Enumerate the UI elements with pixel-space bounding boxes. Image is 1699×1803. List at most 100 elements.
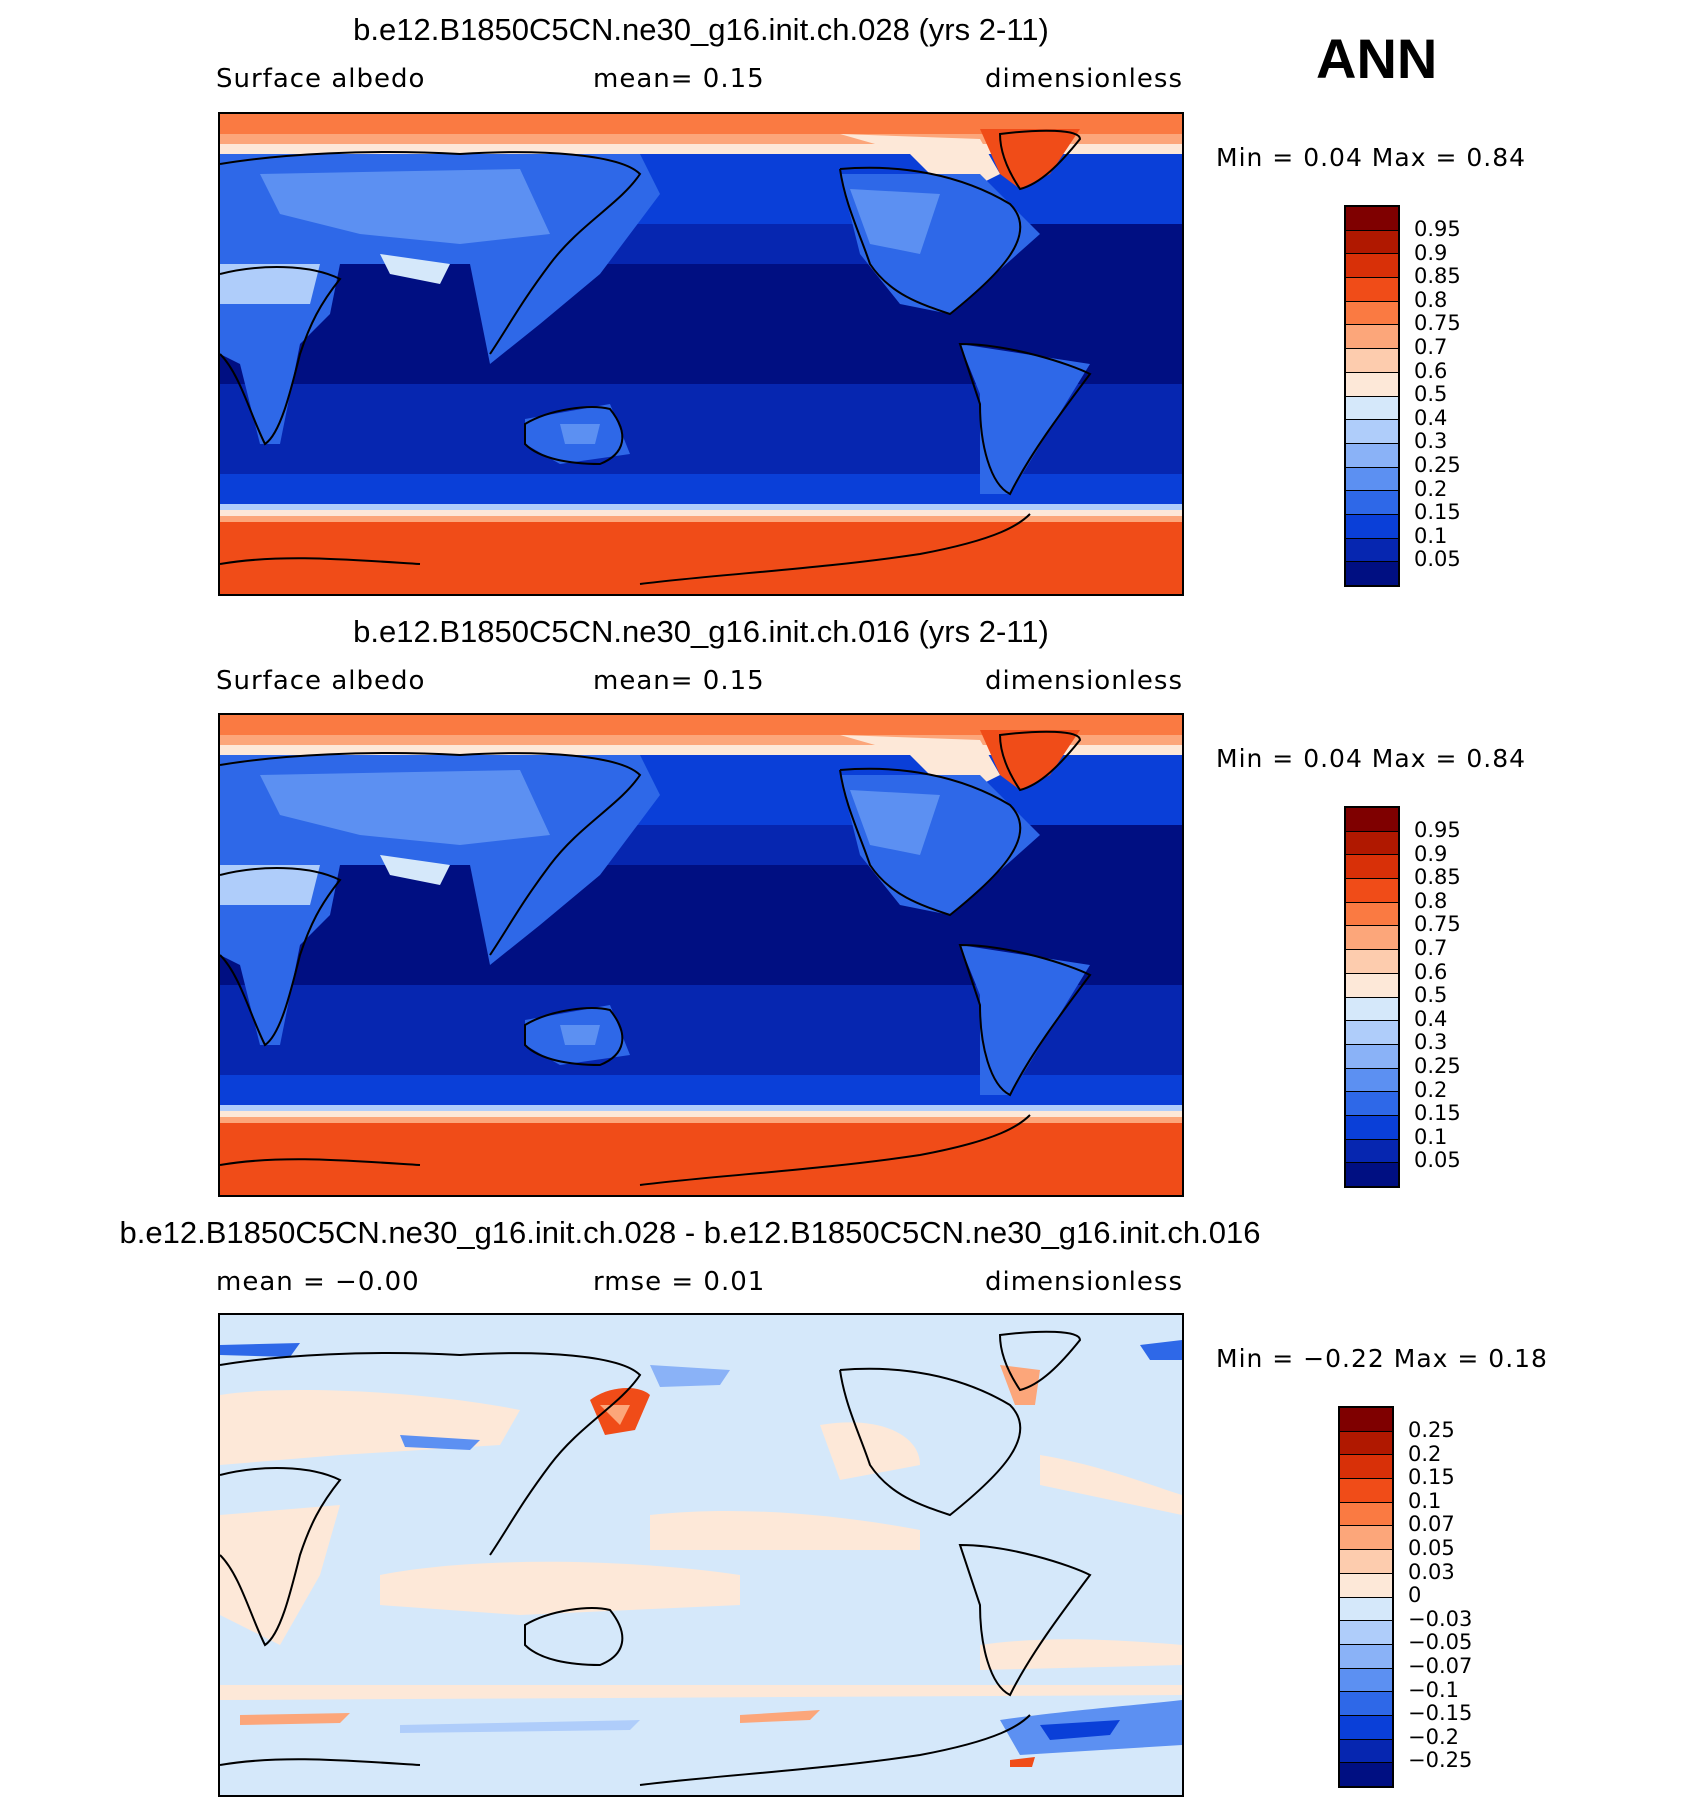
colorbar-swatch [1340,1526,1392,1551]
colorbar-swatch [1346,230,1398,255]
colorbar-swatch [1346,396,1398,421]
colorbar-swatch [1346,301,1398,326]
colorbar-label: 0.7 [1414,935,1448,960]
colorbar-label: 0.25 [1408,1418,1455,1442]
colorbar-label: 0.95 [1414,217,1461,241]
colorbar-swatch [1346,1139,1398,1164]
colorbar-label: 0.05 [1414,1148,1461,1173]
colorbar-label: 0.05 [1408,1535,1455,1560]
panel-2-mean: mean= 0.15 [593,666,765,696]
colorbar-swatch [1346,467,1398,492]
colorbar-swatch [1346,538,1398,563]
colorbar-swatch [1346,1115,1398,1140]
colorbar-label: 0.2 [1414,1077,1448,1102]
panel-3-colorbar-labels: 0.25 0.2 0.15 0.1 0.07 0.05 0.03 0 −0.03… [1408,1418,1473,1773]
colorbar-swatch [1346,950,1398,974]
colorbar-swatch [1346,831,1398,856]
colorbar-label: 0.07 [1408,1512,1455,1537]
colorbar-label: 0.1 [1408,1488,1442,1513]
panel-1-minmax: Min = 0.04 Max = 0.84 [1216,143,1527,172]
colorbar-swatch [1346,372,1398,397]
colorbar-swatch [1346,902,1398,927]
colorbar-swatch [1346,349,1398,373]
colorbar-label: 0.6 [1414,959,1448,984]
colorbar-label: 0.8 [1414,888,1448,913]
colorbar-swatch [1346,1163,1398,1186]
panel-3-mean: mean = −0.00 [216,1267,420,1297]
colorbar-swatch [1340,1739,1392,1764]
colorbar-swatch [1346,443,1398,468]
panel-2-units: dimensionless [985,666,1183,696]
colorbar-swatch [1340,1644,1392,1669]
panel-1-title: b.e12.B1850C5CN.ne30_g16.init.ch.028 (yr… [353,12,1049,47]
colorbar-label: 0.03 [1408,1559,1455,1584]
panel-1-colorbar-labels: 0.95 0.9 0.85 0.8 0.75 0.7 0.6 0.5 0.4 0… [1414,217,1461,572]
colorbar-label: 0.9 [1414,240,1448,265]
colorbar-label: −0.15 [1408,1701,1473,1726]
panel-1-albedo-field [220,114,1182,594]
panel-1-colorbar [1344,205,1400,587]
colorbar-swatch [1340,1479,1392,1503]
colorbar-label: 0.95 [1414,818,1461,842]
colorbar-label: 0.25 [1414,1053,1461,1078]
colorbar-label: 0.9 [1414,841,1448,866]
panel-3-rmse: rmse = 0.01 [593,1267,766,1297]
colorbar-label: 0.5 [1414,983,1448,1008]
panel-1-mean: mean= 0.15 [593,64,765,94]
panel-3-colorbar [1338,1406,1394,1788]
panel-1-variable: Surface albedo [216,64,426,94]
colorbar-swatch [1340,1550,1392,1574]
colorbar-swatch [1346,207,1398,231]
colorbar-swatch [1346,926,1398,951]
colorbar-swatch [1340,1573,1392,1598]
panel-2-variable: Surface albedo [216,666,426,696]
colorbar-swatch [1346,278,1398,302]
colorbar-label: 0.3 [1414,429,1448,454]
panel-3-difference-field [220,1315,1182,1795]
colorbar-label: 0.85 [1414,264,1461,289]
colorbar-label: 0.85 [1414,865,1461,890]
colorbar-label: −0.1 [1408,1677,1459,1702]
colorbar-swatch [1346,562,1398,585]
colorbar-label: 0.2 [1414,476,1448,501]
colorbar-swatch [1346,1044,1398,1069]
panel-2-colorbar-labels: 0.95 0.9 0.85 0.8 0.75 0.7 0.6 0.5 0.4 0… [1414,818,1461,1173]
colorbar-label: −0.07 [1408,1653,1473,1678]
colorbar-swatch [1346,1092,1398,1116]
colorbar-swatch [1340,1763,1392,1786]
panel-3-minmax: Min = −0.22 Max = 0.18 [1216,1344,1548,1373]
panel-2-minmax: Min = 0.04 Max = 0.84 [1216,744,1527,773]
colorbar-swatch [1340,1455,1392,1480]
colorbar-label: 0.15 [1414,1101,1461,1126]
colorbar-swatch [1340,1621,1392,1645]
colorbar-swatch [1346,254,1398,279]
colorbar-label: −0.03 [1408,1606,1473,1631]
colorbar-label: 0.7 [1414,334,1448,359]
panel-2-albedo-field [220,715,1182,1195]
colorbar-label: 0.2 [1408,1441,1442,1466]
colorbar-swatch [1346,420,1398,444]
colorbar-label: −0.2 [1408,1724,1459,1749]
colorbar-label: 0.5 [1414,382,1448,407]
colorbar-swatch [1340,1692,1392,1716]
colorbar-swatch [1340,1668,1392,1693]
colorbar-label: 0 [1408,1583,1422,1608]
colorbar-label: 0.05 [1414,547,1461,572]
colorbar-swatch [1340,1408,1392,1432]
colorbar-label: 0.15 [1414,500,1461,525]
colorbar-swatch [1346,973,1398,998]
panel-3-units: dimensionless [985,1267,1183,1297]
colorbar-swatch [1340,1431,1392,1456]
colorbar-swatch [1346,879,1398,903]
panel-2-map [218,713,1184,1197]
colorbar-swatch [1346,491,1398,515]
colorbar-swatch [1346,1021,1398,1045]
colorbar-label: 0.8 [1414,287,1448,312]
panel-1-map [218,112,1184,596]
panel-1-units: dimensionless [985,64,1183,94]
colorbar-label: 0.15 [1408,1465,1455,1490]
colorbar-label: 0.1 [1414,523,1448,548]
colorbar-label: 0.4 [1414,1006,1448,1031]
colorbar-swatch [1346,514,1398,539]
panel-2-colorbar [1344,806,1400,1188]
